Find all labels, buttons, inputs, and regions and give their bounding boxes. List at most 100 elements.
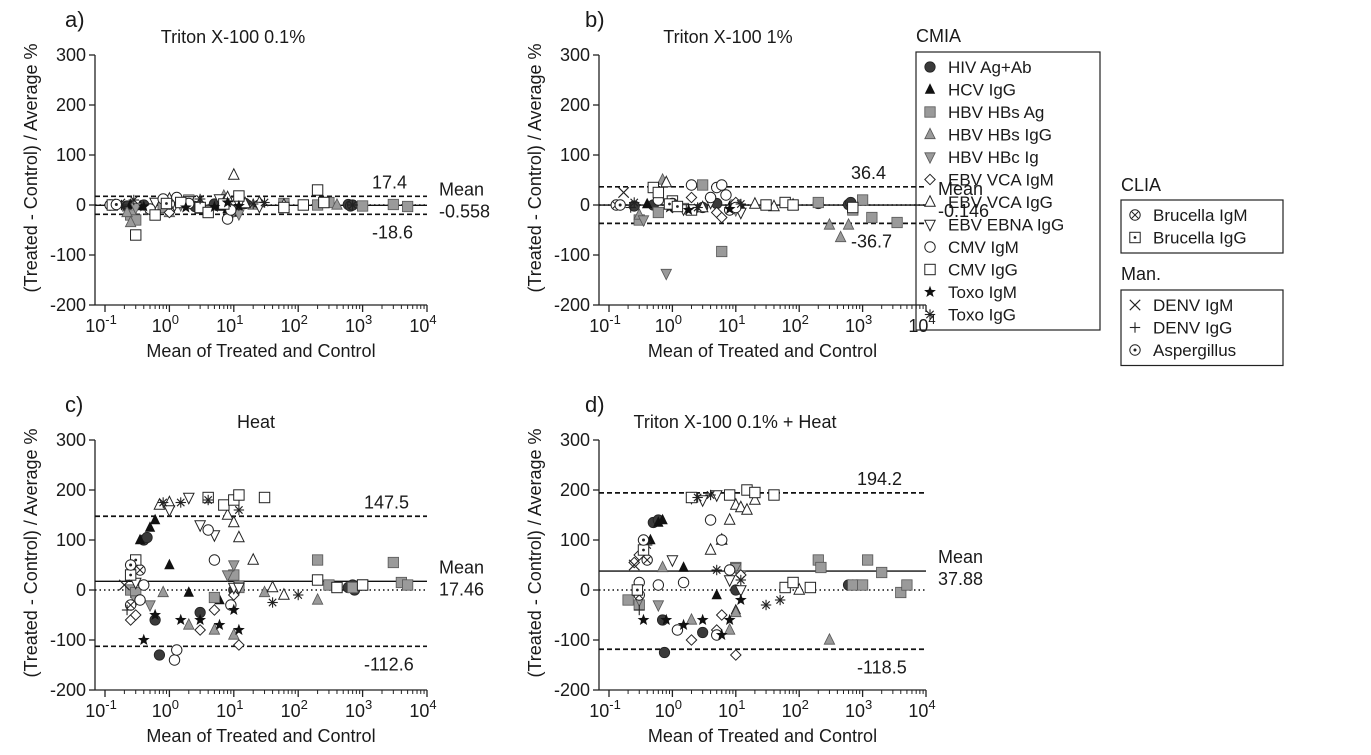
- mean-word: Mean: [938, 179, 983, 199]
- data-point: [174, 613, 187, 626]
- y-tick-label: 300: [56, 430, 86, 450]
- x-tick-exponent: 4: [928, 697, 935, 712]
- data-point: [857, 194, 869, 206]
- legend-group-clia: CLIA Brucella IgM Brucella IgG: [1120, 175, 1284, 254]
- x-tick-label: 10-1: [85, 697, 117, 721]
- x-tick-exponent: 3: [865, 697, 872, 712]
- data-point: [685, 612, 698, 625]
- data-point: [163, 206, 176, 219]
- x-axis-label: Mean of Treated and Control: [146, 726, 375, 746]
- data-point: [277, 587, 290, 600]
- x-tick-base: 10: [216, 316, 236, 336]
- data-point: [208, 591, 221, 604]
- legend-item-label: EBV VCA IgM: [948, 171, 1054, 190]
- data-point: [221, 507, 234, 520]
- data-point: [685, 634, 698, 646]
- data-point: [202, 494, 214, 506]
- y-tick-label: 0: [580, 195, 590, 215]
- data-points: [118, 489, 414, 666]
- x-tick-exponent: 0: [172, 312, 179, 327]
- data-point: [247, 198, 259, 210]
- y-tick-label: 300: [560, 430, 590, 450]
- x-axis-label: Mean of Treated and Control: [648, 726, 877, 746]
- data-points: [622, 484, 913, 661]
- x-tick-label: 101: [216, 697, 243, 721]
- panel-label: a): [65, 7, 85, 32]
- x-tick-exponent: 1: [236, 312, 243, 327]
- legend-item-label: EBV VCA IgG: [948, 193, 1053, 212]
- data-point: [182, 492, 195, 505]
- y-tick-label: 100: [56, 145, 86, 165]
- data-point: [823, 632, 836, 645]
- legend-item-label: Toxo IgM: [948, 283, 1017, 302]
- legend-item-label: HCV IgG: [948, 81, 1016, 100]
- x-tick-base: 10: [845, 701, 865, 721]
- data-point: [716, 534, 728, 546]
- data-point: [671, 624, 684, 636]
- data-point: [202, 524, 214, 536]
- data-point: [129, 202, 142, 215]
- legend-marker: [923, 219, 937, 232]
- data-point: [774, 594, 786, 606]
- x-tick-exponent: 2: [301, 697, 308, 712]
- y-tick-label: 100: [560, 145, 590, 165]
- data-point: [711, 588, 722, 600]
- data-point: [723, 202, 736, 215]
- data-point: [723, 489, 736, 501]
- data-point: [628, 559, 640, 571]
- panel-label: d): [585, 392, 605, 417]
- data-point: [129, 609, 142, 621]
- upper-loa-label: 17.4: [372, 172, 407, 192]
- y-tick-label: 200: [56, 480, 86, 500]
- data-point: [876, 566, 888, 579]
- data-point: [696, 200, 709, 213]
- data-point: [711, 564, 722, 576]
- data-point: [834, 230, 847, 243]
- data-point: [625, 202, 636, 213]
- x-tick-exponent: -1: [105, 697, 117, 712]
- data-point: [157, 497, 169, 508]
- data-point: [124, 569, 137, 581]
- panel-title: Triton X-100 1%: [663, 27, 792, 47]
- legend-item-label: DENV IgG: [1153, 319, 1232, 338]
- data-point: [705, 489, 716, 501]
- legend-marker: [924, 61, 936, 73]
- data-point: [232, 582, 245, 595]
- y-tick-label: 0: [76, 580, 86, 600]
- data-point: [652, 186, 665, 199]
- x-tick-label: 10-1: [589, 697, 621, 721]
- legend-item-label: HBV HBs Ag: [948, 103, 1044, 122]
- legend-marker: [924, 127, 936, 140]
- data-point: [149, 209, 161, 221]
- x-tick-exponent: 2: [301, 312, 308, 327]
- x-tick-exponent: 3: [365, 312, 372, 327]
- data-point: [815, 561, 827, 574]
- data-point: [866, 211, 878, 224]
- data-point: [227, 515, 240, 528]
- x-tick-base: 10: [409, 701, 429, 721]
- data-point: [213, 618, 226, 631]
- data-point: [311, 574, 324, 586]
- legend-marker: [924, 263, 936, 276]
- x-tick-exponent: 3: [365, 697, 372, 712]
- lower-loa-label: -36.7: [851, 231, 892, 251]
- data-point: [749, 486, 761, 499]
- y-tick-label: 0: [76, 195, 86, 215]
- y-tick-label: 200: [560, 95, 590, 115]
- data-point: [660, 613, 673, 626]
- data-point: [208, 554, 221, 566]
- data-point: [658, 646, 671, 659]
- data-point: [696, 613, 709, 626]
- x-tick-exponent: 1: [738, 697, 745, 712]
- data-point: [387, 198, 399, 211]
- data-point: [258, 491, 271, 504]
- data-points: [610, 172, 903, 281]
- y-tick-label: -100: [554, 245, 590, 265]
- data-point: [194, 520, 207, 533]
- data-point: [847, 201, 859, 214]
- x-tick-base: 10: [85, 701, 105, 721]
- legend-item-label: Toxo IgG: [948, 306, 1016, 325]
- data-point: [823, 217, 836, 230]
- lower-loa-label: -112.6: [364, 654, 414, 674]
- data-point: [729, 649, 742, 661]
